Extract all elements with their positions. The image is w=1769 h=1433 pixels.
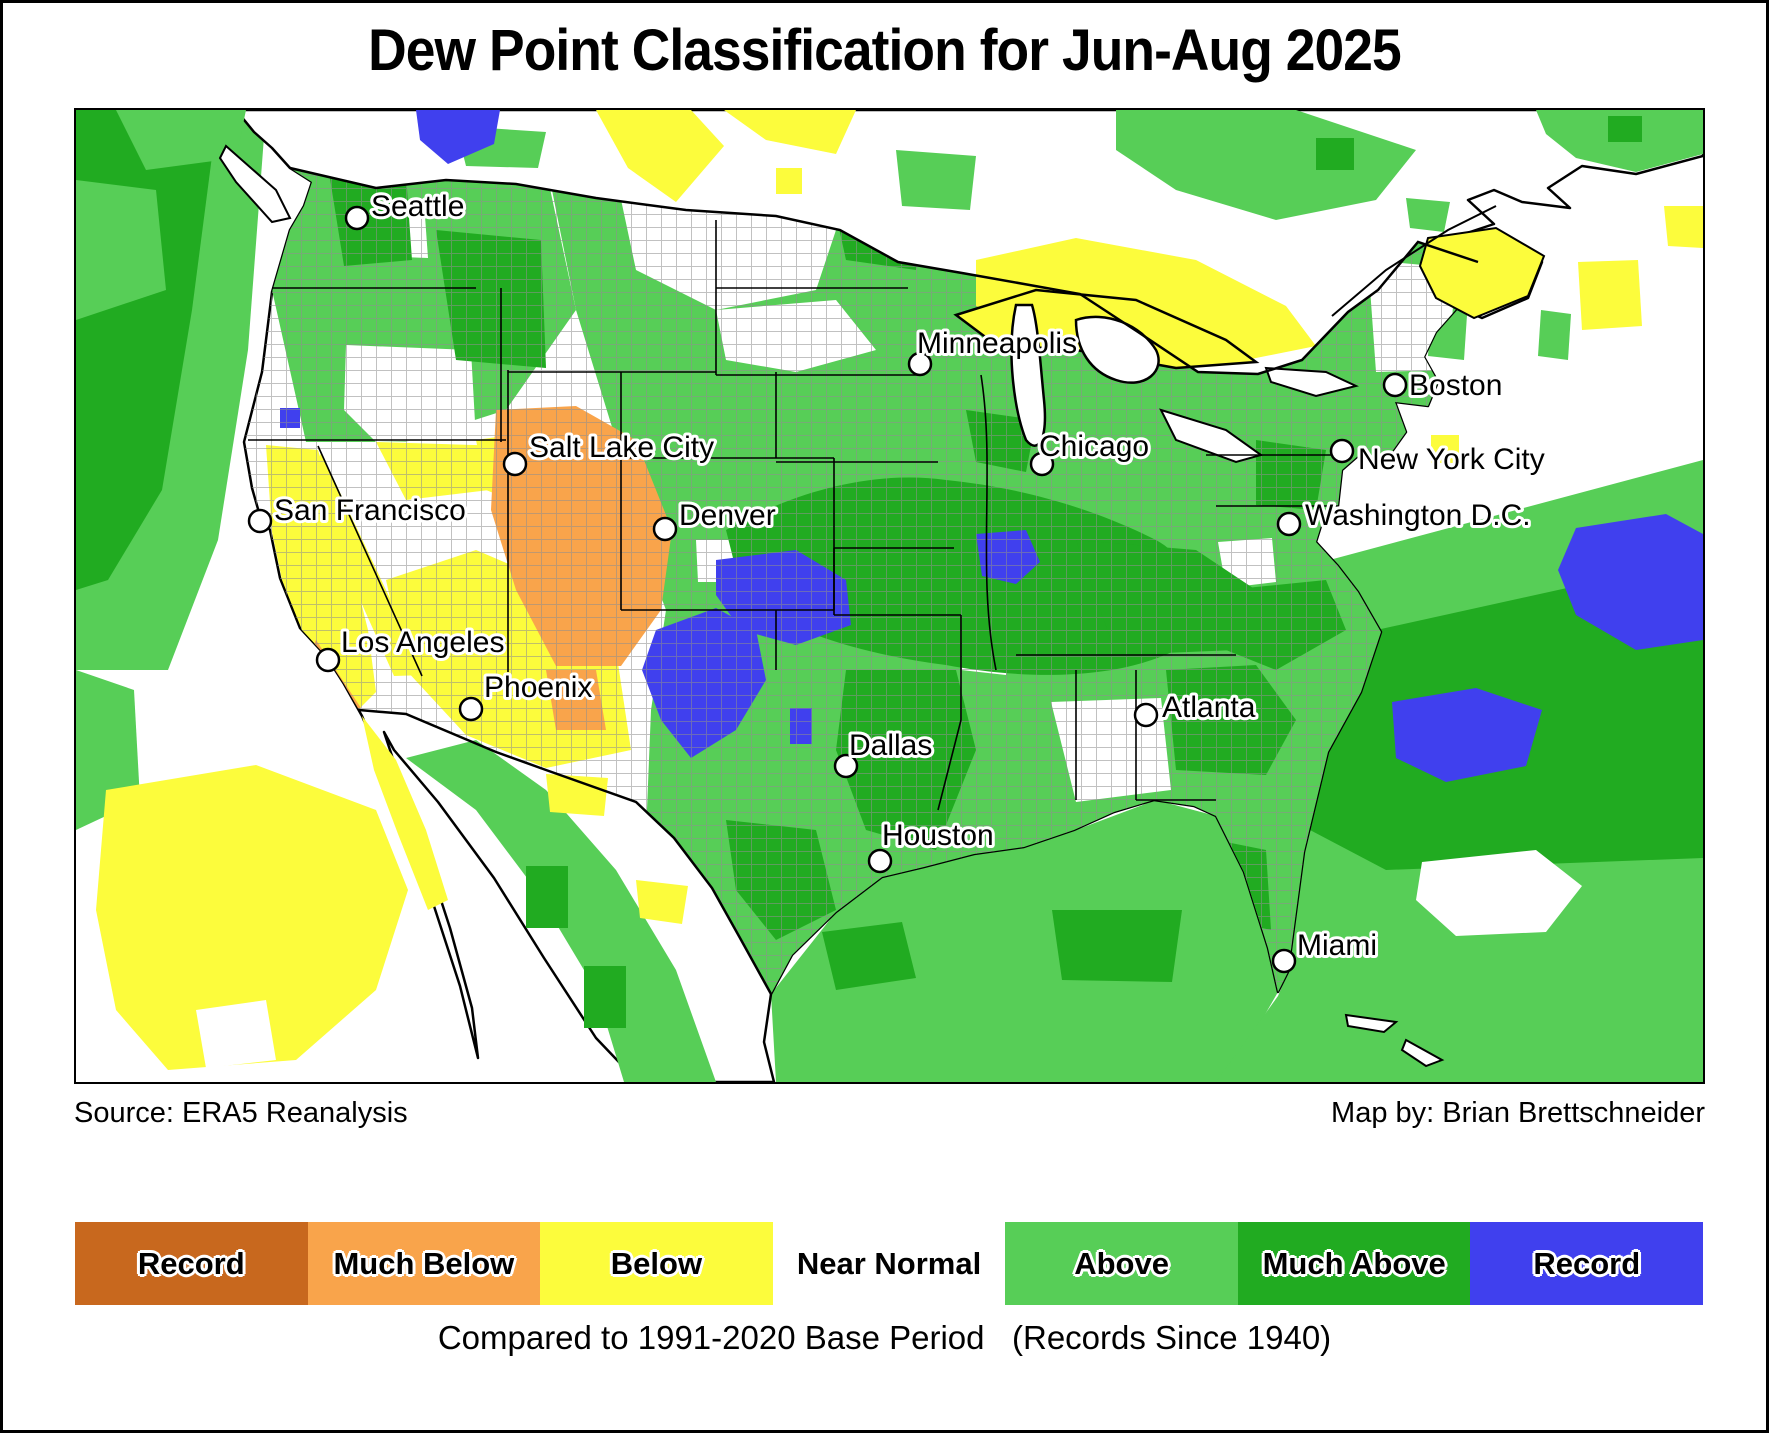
city-dot-houston	[867, 848, 893, 874]
legend-label: Much Above	[1262, 1245, 1446, 1281]
vancouver-island	[218, 144, 292, 224]
caption: Compared to 1991-2020 Base Period (Recor…	[437, 1319, 1332, 1356]
map-panel: Seattle San Francisco Los Angeles Phoenix Sa…	[74, 108, 1705, 1084]
canada-anomaly-patches	[76, 110, 1703, 320]
bahamas-2	[1400, 1038, 1445, 1068]
legend-item-record: Record	[75, 1222, 308, 1305]
page-title: Dew Point Classification for Jun-Aug 202…	[368, 18, 1402, 83]
legend-item-above: Above	[1005, 1222, 1238, 1305]
city-dot-salt-lake-city	[502, 451, 528, 477]
city-label-dallas: Dallas	[849, 729, 932, 762]
legend-item-record-wet: Record	[1470, 1222, 1704, 1305]
city-dot-washington-d-c-	[1276, 511, 1302, 537]
city-markers: Seattle San Francisco Los Angeles Phoenix Sa…	[247, 187, 1548, 974]
legend-item-much-below: Much Below	[307, 1222, 541, 1305]
city-dot-los-angeles	[315, 647, 341, 673]
islands	[218, 144, 1445, 1068]
bahamas	[1344, 1013, 1399, 1034]
city-label-los-angeles: Los Angeles	[341, 626, 504, 659]
city-label-chicago: Chicago	[1039, 430, 1149, 463]
city-label-san-francisco: San Francisco	[274, 494, 466, 527]
city-dot-new-york-city	[1329, 438, 1355, 464]
mexico-anomaly-patches	[362, 716, 716, 1082]
city-label-salt-lake-city: Salt Lake City	[529, 431, 714, 464]
legend-item-near-normal: Near Normal	[772, 1222, 1006, 1305]
us-dewpoint-map: Seattle San Francisco Los Angeles Phoenix Sa…	[76, 110, 1703, 1082]
city-label-houston: Houston	[882, 819, 994, 852]
credit-text: Map by: Brian Brettschneider	[1331, 1097, 1705, 1129]
city-label-denver: Denver	[679, 499, 776, 532]
legend-label: Near Normal	[796, 1245, 982, 1281]
city-label-atlanta: Atlanta	[1162, 691, 1256, 724]
attribution-row: Source: ERA5 Reanalysis Map by: Brian Br…	[74, 1097, 1705, 1130]
lake-ontario	[1264, 366, 1359, 398]
city-label-boston: Boston	[1409, 369, 1502, 402]
city-label-new-york-city: New York City	[1358, 443, 1545, 476]
lake-michigan	[1010, 303, 1047, 447]
city-dot-minneapolis	[907, 351, 933, 377]
city-dot-seattle	[344, 205, 370, 231]
city-label-seattle: Seattle	[371, 190, 464, 223]
gulf-anomaly	[771, 800, 1281, 1082]
legend-label: Record	[137, 1245, 245, 1281]
state-borders	[248, 220, 1346, 811]
city-dot-denver	[652, 516, 678, 542]
city-dot-atlanta	[1133, 702, 1159, 728]
city-label-minneapolis: Minneapolis	[917, 327, 1077, 360]
legend-label: Much Below	[333, 1245, 515, 1281]
international-borders	[289, 166, 1497, 995]
city-dot-miami	[1271, 948, 1297, 974]
legend-label: Record	[1533, 1245, 1641, 1281]
city-label-miami: Miami	[1297, 929, 1377, 962]
city-dot-san-francisco	[247, 508, 273, 534]
legend-label: Below	[610, 1245, 703, 1281]
legend-item-much-above: Much Above	[1237, 1222, 1471, 1305]
city-dot-boston	[1382, 372, 1408, 398]
legend-item-below: Below	[540, 1222, 773, 1305]
legend-label: Above	[1074, 1245, 1169, 1281]
city-label-phoenix: Phoenix	[484, 671, 592, 704]
city-dot-chicago	[1029, 451, 1055, 477]
source-text: Source: ERA5 Reanalysis	[74, 1097, 408, 1129]
legend: Record Much Below Below Near Normal Above Muc…	[75, 1222, 1704, 1305]
city-dot-phoenix	[458, 696, 484, 722]
city-dot-dallas	[833, 753, 859, 779]
city-label-washington-d-c-: Washington D.C.	[1305, 499, 1531, 532]
lake-erie	[1159, 408, 1264, 464]
